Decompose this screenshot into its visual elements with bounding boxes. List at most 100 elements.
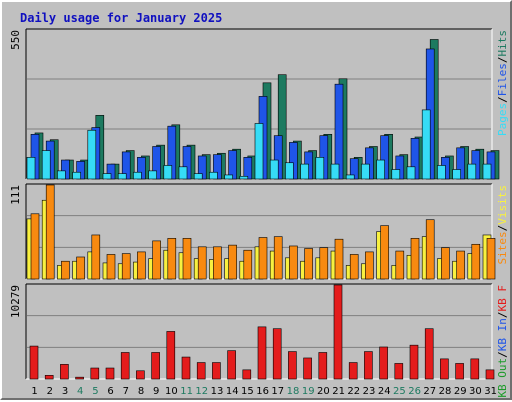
bar-sites-day-24 <box>380 225 389 280</box>
bar-kb-f-day-21 <box>333 284 343 380</box>
bar-sites-day-8 <box>137 251 146 280</box>
bar-pages-day-18 <box>285 162 294 180</box>
bar-kb-f-day-7 <box>120 352 130 380</box>
bar-kb-f-day-13 <box>212 362 221 380</box>
bar-kb-f-day-5 <box>90 367 100 380</box>
bar-sites-day-3 <box>61 260 70 280</box>
legend-separator: / <box>496 96 509 103</box>
bar-sites-day-5 <box>91 234 101 280</box>
legend-item: KB Out <box>496 358 509 398</box>
legend-item: Pages <box>496 103 509 136</box>
bar-sites-day-17 <box>273 236 283 280</box>
bar-kb-f-day-28 <box>440 358 449 380</box>
bar-sites-day-16 <box>258 237 268 280</box>
bar-kb-f-day-12 <box>196 362 206 380</box>
bar-pages-day-14 <box>224 174 233 180</box>
bar-pages-day-17 <box>269 159 279 180</box>
bar-pages-day-5 <box>87 129 97 180</box>
day-label: 17 <box>271 386 284 397</box>
bar-kb-f-day-1 <box>29 345 39 380</box>
bar-pages-day-23 <box>361 163 370 180</box>
bar-pages-day-25 <box>391 169 401 180</box>
bar-pages-day-12 <box>193 173 203 180</box>
series-sites <box>30 184 496 280</box>
bar-pages-day-29 <box>452 169 461 180</box>
bar-kb-f-day-18 <box>288 351 297 380</box>
graph-title: Daily usage for January 2025 <box>20 11 222 25</box>
bar-kb-f-day-4 <box>75 376 84 380</box>
day-label: 28 <box>439 386 452 397</box>
day-label: 15 <box>241 386 254 397</box>
bar-sites-day-15 <box>243 249 253 280</box>
day-label: 31 <box>484 386 497 397</box>
legend-separator: / <box>496 225 509 232</box>
chart-panel-visits-sites: 111 Sites/Visits <box>9 183 509 280</box>
bar-kb-f-day-11 <box>181 356 191 380</box>
bar-sites-day-11 <box>182 238 192 280</box>
legend-item: Visits <box>496 185 509 225</box>
bar-pages-day-30 <box>467 163 477 180</box>
bar-pages-day-13 <box>209 171 218 180</box>
bar-files-day-15 <box>243 157 253 180</box>
bar-kb-f-day-30 <box>470 358 480 380</box>
legend-item: Files <box>496 63 509 96</box>
bar-kb-f-day-27 <box>424 328 434 380</box>
legend-separator: / <box>496 351 509 358</box>
bar-pages-day-6 <box>102 173 112 180</box>
bar-sites-day-13 <box>213 246 222 280</box>
bar-kb-f-day-31 <box>485 369 495 380</box>
bar-sites-day-10 <box>167 238 177 280</box>
legend-item: Sites <box>496 231 509 264</box>
bar-kb-f-day-19 <box>303 357 312 380</box>
legend-item: KB In <box>496 318 509 351</box>
bar-sites-day-25 <box>395 250 405 280</box>
y-max-label: 10279 <box>9 285 22 318</box>
bar-sites-day-20 <box>319 247 329 280</box>
legend: Pages/Files/Hits <box>496 30 509 136</box>
day-label: 2 <box>47 386 53 397</box>
bar-sites-day-23 <box>365 251 374 280</box>
bar-sites-day-1 <box>30 213 40 280</box>
bar-sites-day-2 <box>45 184 55 280</box>
bar-pages-day-28 <box>437 165 446 180</box>
day-label: 13 <box>211 386 224 397</box>
bar-pages-day-31 <box>482 163 492 180</box>
bar-sites-day-9 <box>152 240 161 280</box>
bar-sites-day-4 <box>76 256 85 280</box>
bar-sites-day-7 <box>121 253 131 280</box>
bar-pages-day-15 <box>239 175 249 180</box>
day-label: 25 <box>393 386 406 397</box>
bar-pages-day-24 <box>376 159 385 180</box>
bar-sites-day-12 <box>197 246 207 280</box>
day-label: 30 <box>469 386 482 397</box>
bar-kb-f-day-25 <box>394 363 404 380</box>
bar-kb-f-day-20 <box>318 352 328 380</box>
bar-kb-f-day-10 <box>166 331 176 380</box>
bar-pages-day-3 <box>57 170 66 180</box>
bar-pages-day-19 <box>300 163 309 180</box>
bar-kb-f-day-14 <box>227 350 236 380</box>
day-label: 3 <box>62 386 68 397</box>
bar-pages-day-11 <box>178 166 188 180</box>
bar-sites-day-18 <box>289 245 298 280</box>
bar-kb-f-day-29 <box>455 363 464 380</box>
bar-sites-day-28 <box>441 247 450 280</box>
bar-sites-day-14 <box>228 244 237 280</box>
day-label: 1 <box>31 386 37 397</box>
bar-pages-day-10 <box>163 165 173 180</box>
bar-sites-day-26 <box>410 238 420 280</box>
bar-kb-f-day-3 <box>60 364 69 380</box>
day-label: 4 <box>77 386 83 397</box>
day-label: 8 <box>138 386 144 397</box>
day-label: 27 <box>423 386 436 397</box>
legend-item: KB F <box>496 285 509 312</box>
day-label: 11 <box>180 386 193 397</box>
bar-pages-day-21 <box>330 163 340 180</box>
bar-kb-f-day-8 <box>136 370 145 380</box>
series-pages <box>26 109 492 180</box>
day-label: 7 <box>123 386 129 397</box>
bar-kb-f-day-23 <box>364 351 373 380</box>
